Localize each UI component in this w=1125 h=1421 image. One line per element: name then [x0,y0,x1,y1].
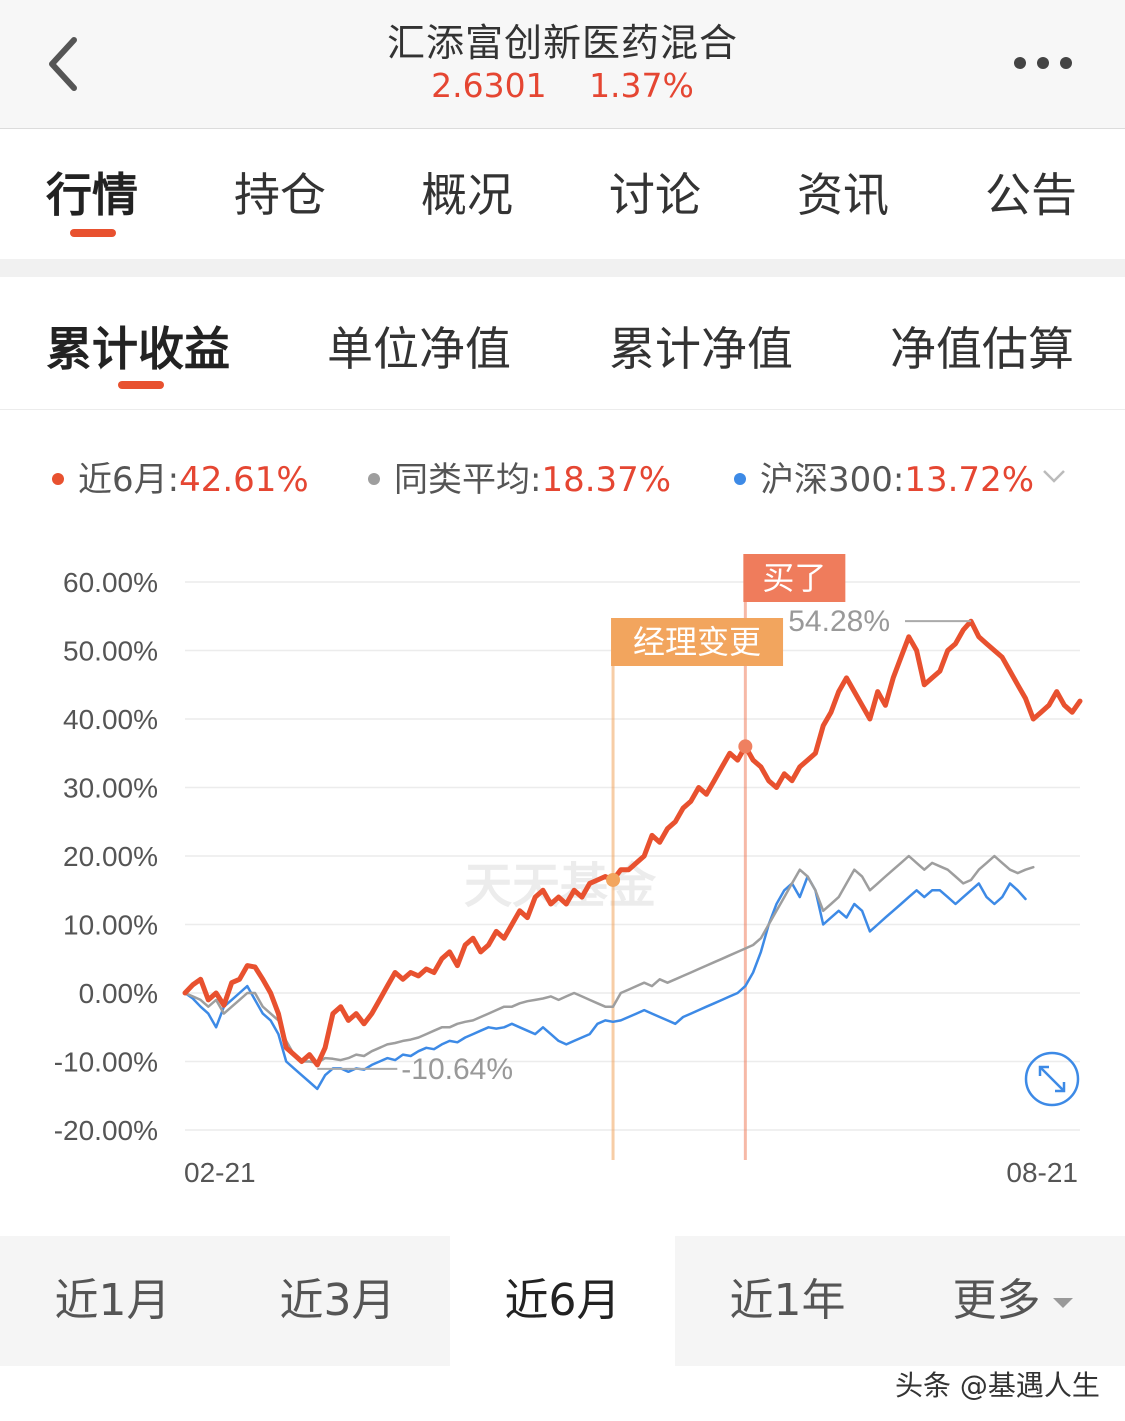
subtab-cumulative-nav[interactable]: 累计净值 [609,322,793,376]
main-tab-bar: 行情 持仓 概况 讨论 资讯 公告 [0,129,1125,259]
cumulative-return-chart[interactable]: 60.00% 50.00% 40.00% 30.00% 20.00% 10.00% 0.00… [0,530,1125,1230]
caret-down-icon [1052,1298,1073,1308]
fund-return-line [182,618,1083,1068]
event-marker-lines [611,586,747,1160]
fund-change-percent: 1.37% [589,66,694,105]
top-bar: 汇添富创新医药混合 2.6301 1.37% [0,0,1125,129]
subtab-cumulative-return[interactable]: 累计收益 [46,322,230,376]
tab-announcements[interactable]: 公告 [985,168,1077,222]
subtab-nav-estimate[interactable]: 净值估算 [890,322,1074,376]
y-tick-label: -10.00% [54,1047,158,1078]
y-tick-label: 0.00% [79,978,158,1009]
back-chevron-icon[interactable] [40,32,88,96]
period-1-year[interactable]: 近1年 [729,1275,846,1326]
event-label-box [611,618,784,666]
subtab-unit-nav[interactable]: 单位净值 [327,322,511,376]
y-tick-label: 30.00% [63,773,158,804]
active-tab-indicator [70,229,116,237]
chart-series [182,618,1083,1091]
chart-watermark: 天天基金 [464,858,657,914]
period-6-months[interactable]: 近6月 [450,1236,675,1366]
event-marker-dot [738,739,753,754]
period-more-dropdown[interactable]: 更多 [900,1236,1125,1366]
event-label-text: 经理变更 [633,623,761,661]
min-value-label: -10.64% [401,1053,513,1086]
fund-nav-value: 2.6301 [431,66,547,105]
more-options-icon[interactable] [1008,48,1078,78]
y-tick-label: 50.00% [63,636,158,667]
tab-overview[interactable]: 概况 [421,168,513,222]
tab-news[interactable]: 资讯 [797,168,889,222]
y-tick-label: 60.00% [63,567,158,598]
source-watermark: 头条 @基遇人生 [895,1369,1100,1402]
legend-peer-average[interactable]: 同类平均:18.37% [368,452,671,501]
y-tick-label: 10.00% [63,910,158,941]
y-axis-ticks: 60.00% 50.00% 40.00% 30.00% 20.00% 10.00% 0.00… [54,567,158,1146]
fullscreen-expand-icon[interactable] [1024,1051,1080,1107]
chart-grid [185,581,1080,1131]
legend-fund-label: 近6月: [78,460,180,500]
y-tick-label: -20.00% [54,1115,158,1146]
legend-peer-label: 同类平均: [394,460,542,500]
x-axis-end-label: 08-21 [1006,1157,1078,1188]
event-marker-dot [606,872,621,887]
y-tick-label: 40.00% [63,704,158,735]
period-3-months[interactable]: 近3月 [279,1275,396,1326]
peer-average-line [183,854,1035,1065]
max-value-label: 54.28% [788,605,890,638]
chevron-down-icon[interactable] [1040,466,1068,486]
period-more-label: 更多 [952,1275,1041,1326]
csi300-line [183,875,1027,1091]
fund-quote: 2.6301 1.37% [0,66,1125,105]
event-label-text: 买了 [762,559,826,597]
y-tick-label: 20.00% [63,841,158,872]
legend-peer-value: 18.37% [541,460,672,500]
period-1-month[interactable]: 近1月 [54,1275,171,1326]
legend-csi300[interactable]: 沪深300:13.72% [734,452,1034,501]
fund-title: 汇添富创新医药混合 [386,21,738,65]
chart-legend: 近6月:42.61% 同类平均:18.37% 沪深300:13.72% [0,440,1125,510]
legend-dot-fund [52,472,64,485]
legend-dot-peer [368,472,380,485]
legend-csi300-value: 13.72% [904,460,1035,500]
legend-fund[interactable]: 近6月:42.61% [52,452,309,501]
tab-quotes[interactable]: 行情 [46,168,138,222]
active-subtab-indicator [118,381,164,389]
legend-csi300-label: 沪深300: [760,460,905,500]
tab-holdings[interactable]: 持仓 [234,168,326,222]
period-selector: 近1月 近3月 近6月 近1年 更多 [0,1236,1125,1366]
legend-fund-value: 42.61% [179,460,309,500]
event-label-box [743,554,846,602]
legend-dot-csi300 [734,472,746,485]
section-divider [0,259,1125,277]
tab-discussion[interactable]: 讨论 [609,168,701,222]
chart-type-tab-bar: 累计收益 单位净值 累计净值 净值估算 [0,277,1125,410]
x-axis-start-label: 02-21 [184,1157,256,1188]
